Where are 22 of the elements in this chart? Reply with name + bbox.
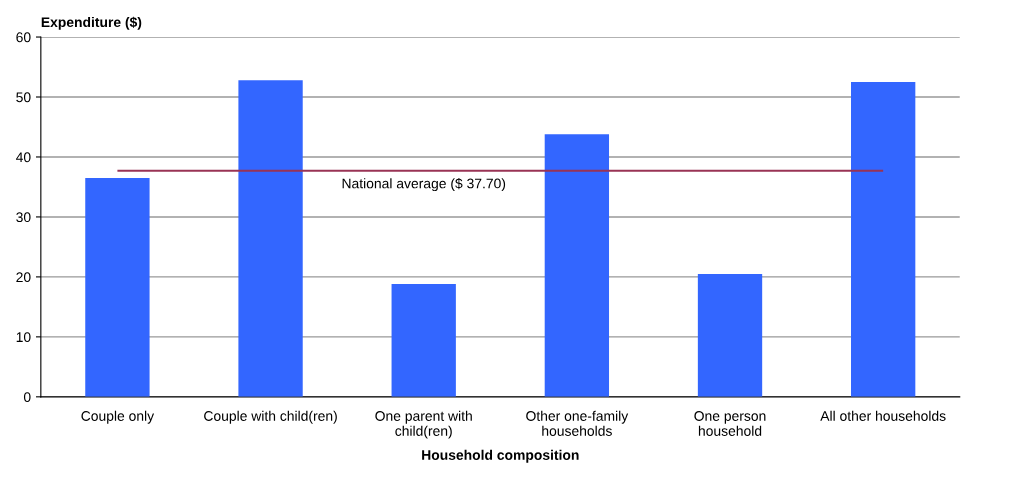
bar (697, 273, 763, 397)
x-axis-title: Household composition (422, 449, 579, 463)
bar (851, 82, 916, 397)
x-tick-label: Couple with child(ren) (204, 410, 337, 424)
y-axis-title: Expenditure ($) (41, 16, 142, 30)
bar (391, 284, 456, 397)
x-tick-label: One person household (694, 411, 766, 436)
y-tick-label: 0 (23, 392, 31, 402)
y-tick-label: 60 (16, 32, 31, 43)
y-tick-label: 30 (16, 212, 31, 223)
x-tick-label: Other one-family households (526, 410, 629, 436)
bar (238, 80, 303, 397)
x-tick-label: All other households (820, 410, 946, 421)
bar (544, 134, 610, 397)
y-tick-label: 40 (15, 152, 31, 163)
bar (85, 177, 150, 397)
y-tick-label: 10 (16, 332, 31, 343)
y-tick-label: 50 (16, 92, 31, 103)
y-tick-label: 20 (16, 272, 31, 283)
x-tick-label: Couple only (81, 410, 155, 424)
ref-line-label: National average ($ 37.70) (342, 177, 506, 192)
x-tick-label: One parent with child(ren) (375, 410, 472, 439)
